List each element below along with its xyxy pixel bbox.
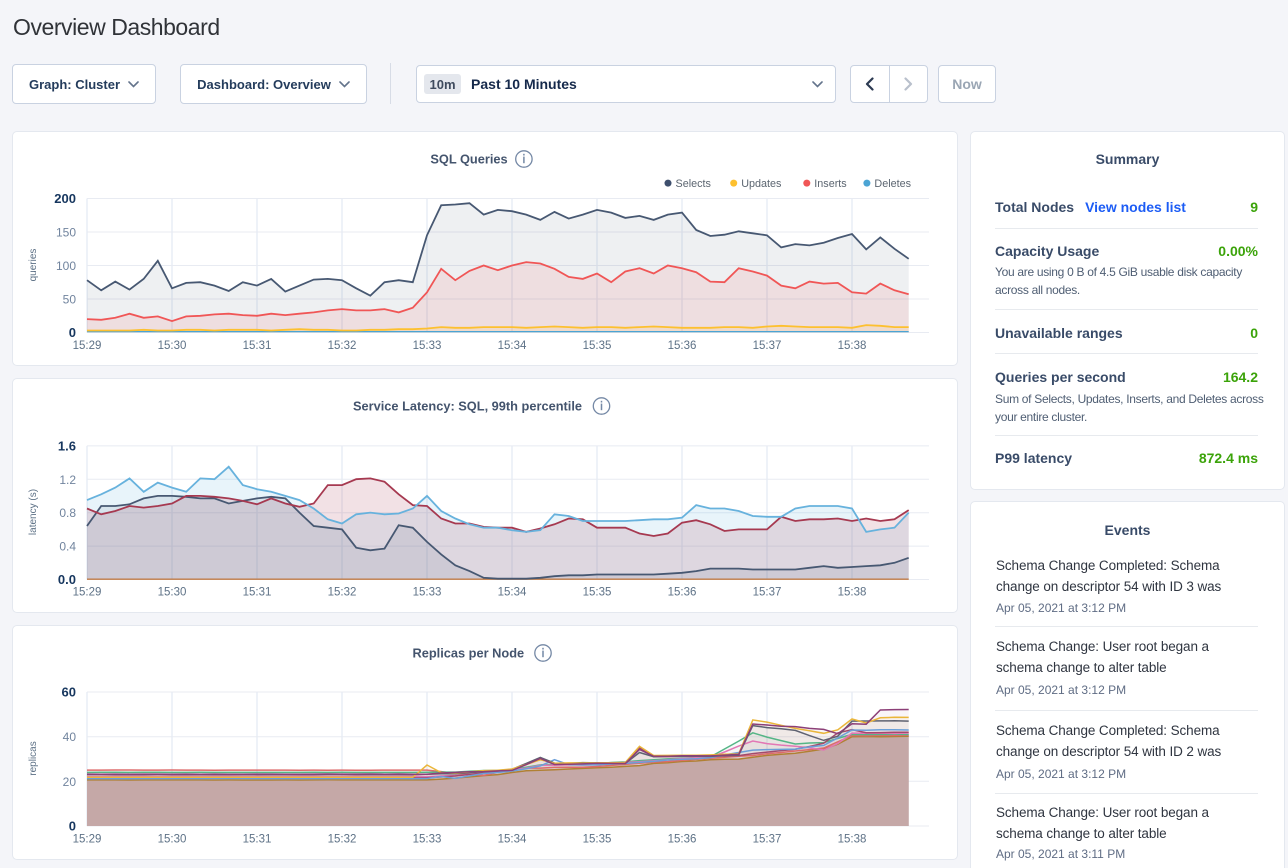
svg-text:Deletes: Deletes <box>874 178 911 190</box>
svg-text:200: 200 <box>54 191 76 206</box>
svg-text:15:33: 15:33 <box>413 587 442 599</box>
svg-text:15:38: 15:38 <box>838 587 867 599</box>
svg-text:15:33: 15:33 <box>413 834 442 846</box>
svg-text:SQL Queries: SQL Queries <box>430 152 507 167</box>
svg-text:15:36: 15:36 <box>668 587 697 599</box>
svg-text:15:29: 15:29 <box>73 340 102 352</box>
svg-text:150: 150 <box>56 226 76 240</box>
svg-text:15:37: 15:37 <box>753 340 782 352</box>
svg-text:15:38: 15:38 <box>838 340 867 352</box>
svg-text:15:34: 15:34 <box>498 587 527 599</box>
svg-text:0: 0 <box>69 325 76 340</box>
svg-text:15:36: 15:36 <box>668 834 697 846</box>
svg-text:20: 20 <box>63 775 77 789</box>
svg-text:100: 100 <box>56 259 76 273</box>
svg-text:15:36: 15:36 <box>668 340 697 352</box>
svg-text:15:34: 15:34 <box>498 834 527 846</box>
svg-text:0.0: 0.0 <box>58 572 76 587</box>
svg-text:queries: queries <box>28 249 39 282</box>
svg-text:Selects: Selects <box>676 178 712 190</box>
svg-text:15:32: 15:32 <box>328 340 357 352</box>
svg-text:Updates: Updates <box>741 178 782 190</box>
svg-text:15:38: 15:38 <box>838 834 867 846</box>
svg-text:0.8: 0.8 <box>59 506 76 520</box>
svg-text:0.4: 0.4 <box>59 540 76 554</box>
svg-text:latency (s): latency (s) <box>28 489 39 535</box>
svg-text:60: 60 <box>62 685 76 700</box>
svg-text:15:33: 15:33 <box>413 340 442 352</box>
svg-text:15:32: 15:32 <box>328 834 357 846</box>
svg-text:50: 50 <box>63 293 77 307</box>
svg-text:15:37: 15:37 <box>753 834 782 846</box>
svg-text:15:31: 15:31 <box>243 834 272 846</box>
svg-text:15:37: 15:37 <box>753 587 782 599</box>
svg-text:15:35: 15:35 <box>583 834 612 846</box>
svg-text:0: 0 <box>69 819 76 834</box>
svg-text:Service Latency: SQL, 99th per: Service Latency: SQL, 99th percentile <box>353 399 582 414</box>
svg-text:15:30: 15:30 <box>158 587 187 599</box>
svg-text:15:30: 15:30 <box>158 340 187 352</box>
svg-text:1.6: 1.6 <box>58 438 76 453</box>
svg-text:15:34: 15:34 <box>498 340 527 352</box>
svg-text:15:31: 15:31 <box>243 587 272 599</box>
svg-text:1.2: 1.2 <box>59 473 76 487</box>
svg-text:15:29: 15:29 <box>73 587 102 599</box>
svg-text:Inserts: Inserts <box>814 178 847 190</box>
svg-text:Replicas per Node: Replicas per Node <box>412 646 524 661</box>
svg-text:15:29: 15:29 <box>73 834 102 846</box>
svg-text:15:35: 15:35 <box>583 340 612 352</box>
svg-text:15:32: 15:32 <box>328 587 357 599</box>
svg-text:15:35: 15:35 <box>583 587 612 599</box>
svg-text:15:31: 15:31 <box>243 340 272 352</box>
svg-text:replicas: replicas <box>28 741 39 775</box>
svg-text:15:30: 15:30 <box>158 834 187 846</box>
svg-text:40: 40 <box>63 730 77 744</box>
